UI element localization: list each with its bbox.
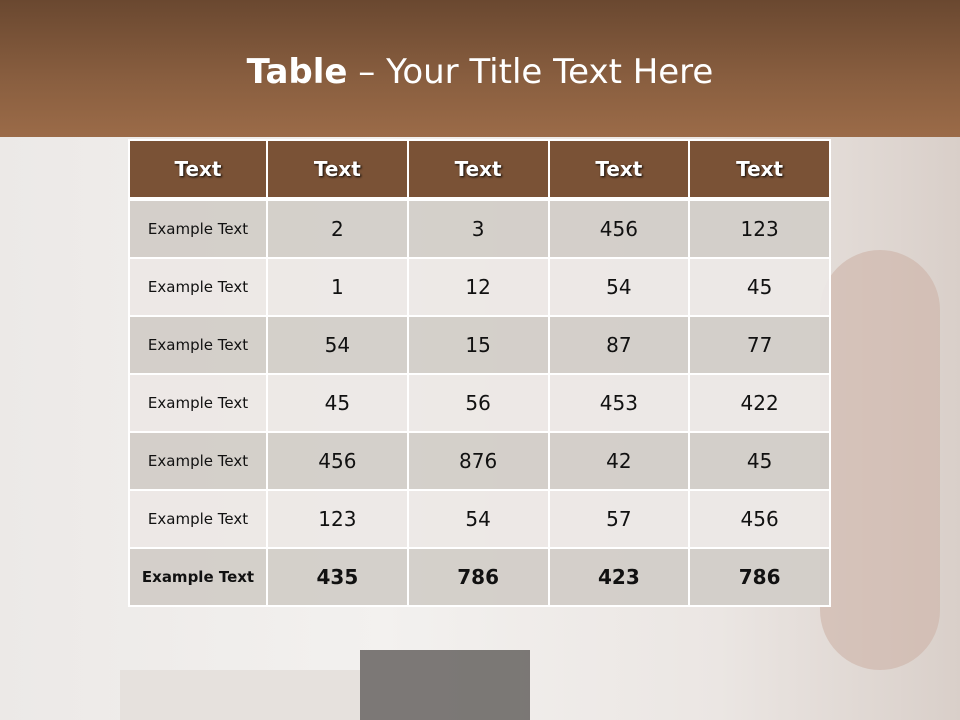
title-bold: Table <box>246 52 348 92</box>
value-cell: 422 <box>688 373 831 433</box>
value-cell: 453 <box>547 373 691 433</box>
table-row: Example Text 45 56 453 422 <box>128 373 831 433</box>
table-row: Example Text 123 54 57 456 <box>128 489 831 549</box>
value-cell: 45 <box>688 257 831 317</box>
value-cell: 3 <box>406 198 550 259</box>
value-cell: 786 <box>688 547 831 607</box>
table-row: Example Text 2 3 456 123 <box>128 198 831 259</box>
value-cell: 456 <box>266 431 409 491</box>
value-cell: 435 <box>266 547 409 607</box>
value-cell: 54 <box>266 315 409 375</box>
value-cell: 1 <box>266 257 409 317</box>
value-cell: 54 <box>406 489 550 549</box>
row-label-cell: Example Text <box>128 257 268 317</box>
title-rest: – Your Title Text Here <box>347 52 714 92</box>
value-cell: 876 <box>406 431 550 491</box>
background-chair <box>820 250 940 670</box>
value-cell: 456 <box>547 198 691 259</box>
value-cell: 45 <box>266 373 409 433</box>
header-bar <box>0 0 960 137</box>
table-row: Example Text 54 15 87 77 <box>128 315 831 375</box>
value-cell: 87 <box>547 315 691 375</box>
header-cell: Text <box>406 139 550 200</box>
row-label-cell: Example Text <box>128 547 268 607</box>
table-row: Example Text 1 12 54 45 <box>128 257 831 317</box>
header-cell: Text <box>547 139 691 200</box>
slide-title: Table – Your Title Text Here <box>0 52 960 92</box>
value-cell: 54 <box>547 257 691 317</box>
row-label-cell: Example Text <box>128 489 268 549</box>
value-cell: 15 <box>406 315 550 375</box>
table-header-row: Text Text Text Text Text <box>128 139 831 200</box>
row-label-cell: Example Text <box>128 315 268 375</box>
header-cell: Text <box>688 139 831 200</box>
table-row: Example Text 435 786 423 786 <box>128 547 831 607</box>
value-cell: 42 <box>547 431 691 491</box>
row-label-cell: Example Text <box>128 198 268 259</box>
value-cell: 123 <box>688 198 831 259</box>
value-cell: 123 <box>266 489 409 549</box>
value-cell: 12 <box>406 257 550 317</box>
value-cell: 456 <box>688 489 831 549</box>
table-row: Example Text 456 876 42 45 <box>128 431 831 491</box>
value-cell: 423 <box>547 547 691 607</box>
value-cell: 57 <box>547 489 691 549</box>
background-papers <box>120 670 360 720</box>
value-cell: 77 <box>688 315 831 375</box>
value-cell: 56 <box>406 373 550 433</box>
data-table: Text Text Text Text Text Example Text 2 3 4… <box>128 139 831 607</box>
value-cell: 45 <box>688 431 831 491</box>
row-label-cell: Example Text <box>128 431 268 491</box>
header-cell: Text <box>128 139 268 200</box>
background-laptop <box>360 650 530 720</box>
value-cell: 786 <box>406 547 550 607</box>
row-label-cell: Example Text <box>128 373 268 433</box>
value-cell: 2 <box>266 198 409 259</box>
header-cell: Text <box>266 139 409 200</box>
